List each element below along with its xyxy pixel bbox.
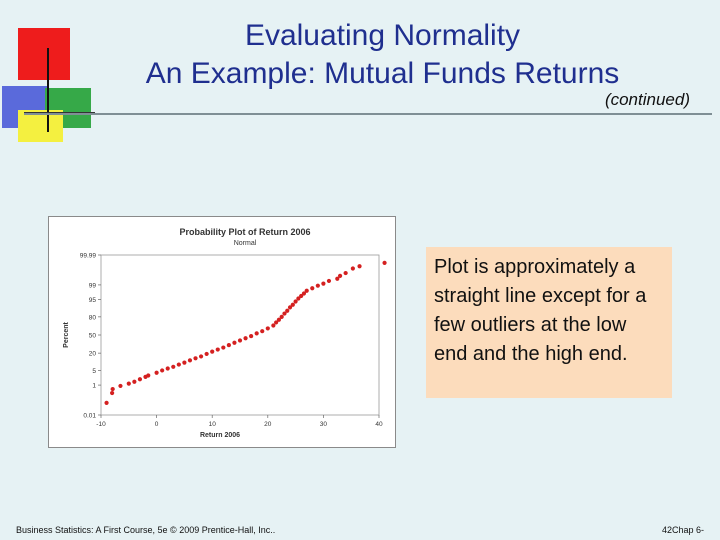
data-point — [343, 270, 348, 276]
logo-red-square — [18, 28, 70, 80]
data-point — [198, 354, 204, 359]
probability-plot: Probability Plot of Return 2006 Normal 0.0… — [63, 227, 387, 439]
data-point — [265, 326, 270, 331]
data-point — [154, 370, 159, 375]
data-point — [226, 342, 231, 348]
data-point — [193, 356, 198, 361]
y-tick-label: 99 — [89, 282, 97, 289]
data-point — [321, 281, 326, 286]
data-point — [287, 305, 293, 310]
data-point — [104, 400, 109, 405]
data-point — [187, 358, 193, 363]
y-tick-label: 99.99 — [80, 253, 97, 260]
data-point — [171, 364, 176, 369]
data-point — [326, 278, 332, 284]
data-point — [221, 345, 226, 350]
x-tick-label: 40 — [375, 421, 383, 428]
data-point — [357, 264, 362, 269]
data-point — [146, 373, 151, 378]
slide-title-line-2: An Example: Mutual Funds Returns — [145, 57, 620, 90]
note-box: Plot is approximately a straight line ex… — [426, 247, 672, 398]
data-point — [249, 333, 254, 339]
y-tick-label: 20 — [89, 351, 97, 358]
data-point — [290, 302, 295, 307]
y-tick-label: 1 — [92, 383, 96, 390]
data-point — [299, 293, 304, 299]
data-point — [282, 311, 287, 316]
data-point — [285, 308, 290, 313]
data-point — [260, 329, 265, 334]
data-point — [160, 368, 165, 373]
data-point — [110, 386, 115, 392]
data-point — [301, 291, 307, 296]
title-rule — [24, 113, 712, 115]
footer-copyright: Business Statistics: A First Course, 5e … — [16, 525, 276, 535]
x-tick-label: 10 — [209, 421, 217, 428]
data-point — [237, 338, 243, 343]
decorative-logo — [2, 28, 95, 142]
data-point — [243, 336, 248, 341]
data-point — [335, 276, 340, 281]
data-point — [276, 317, 282, 322]
footer-page-number: 42Chap 6- — [661, 525, 704, 535]
data-point — [293, 299, 298, 304]
slide-subtitle: (continued) — [604, 90, 690, 109]
data-point — [254, 331, 259, 336]
data-point — [232, 340, 237, 345]
data-point — [137, 377, 143, 382]
data-point — [382, 260, 387, 265]
data-point — [296, 296, 301, 301]
data-point — [315, 283, 320, 288]
y-tick-label: 95 — [89, 297, 97, 304]
data-point — [110, 390, 115, 396]
chart-title: Probability Plot of Return 2006 — [179, 227, 310, 237]
y-tick-label: 80 — [89, 314, 97, 321]
data-point — [204, 351, 209, 357]
data-point — [271, 323, 276, 328]
data-point — [215, 347, 220, 352]
x-tick-label: 30 — [320, 421, 328, 428]
data-point — [304, 288, 309, 293]
chart-subtitle: Normal — [234, 240, 257, 247]
probability-plot-panel: Probability Plot of Return 2006 Normal 0.0… — [48, 216, 396, 448]
slide-title-line-1: Evaluating Normality — [244, 19, 521, 52]
x-tick-label: 0 — [155, 421, 159, 428]
x-tick-label: -10 — [96, 421, 106, 428]
data-point — [210, 349, 215, 354]
data-point — [182, 360, 187, 365]
logo-yellow-square — [18, 110, 63, 142]
y-axis-label: Percent — [63, 321, 70, 347]
data-point — [176, 362, 181, 367]
data-point — [132, 379, 137, 384]
data-point — [350, 266, 355, 271]
y-tick-label: 0.01 — [83, 413, 96, 420]
x-axis-label: Return 2006 — [200, 432, 240, 439]
y-tick-label: 5 — [92, 368, 96, 375]
data-point — [165, 366, 170, 371]
data-point — [310, 286, 315, 291]
data-point — [126, 381, 131, 386]
data-point — [274, 320, 279, 325]
data-point — [337, 273, 343, 278]
data-point — [118, 383, 123, 389]
data-point — [279, 314, 284, 319]
x-tick-label: 20 — [264, 421, 272, 428]
y-tick-label: 50 — [89, 333, 97, 340]
